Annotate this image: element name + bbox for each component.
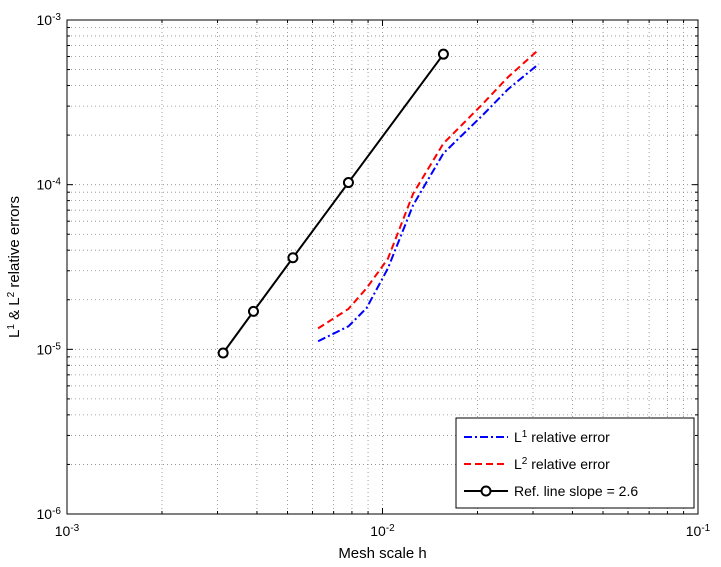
tick-base: 10 [37, 506, 53, 522]
data-point [217, 347, 229, 359]
tick-exp: -2 [386, 523, 395, 534]
tick-exp: -6 [52, 506, 61, 517]
legend-box [455, 417, 695, 509]
tick-exp: -3 [70, 523, 79, 534]
tick-base: 10 [370, 523, 386, 539]
series-line-1 [317, 48, 540, 330]
ticks: 10-3 10-2 10-110-610-510-410-3 [37, 12, 711, 540]
y-tick-label: 10-6 [37, 506, 62, 523]
tick-base: 10 [37, 12, 53, 28]
tick-base: 10 [686, 523, 702, 539]
data-point [247, 305, 259, 317]
legend-text-sup: 1 [522, 429, 528, 440]
data-point [437, 48, 449, 60]
data-point [342, 177, 354, 189]
y-tick-label: 10-5 [37, 341, 62, 358]
tick-exp: -1 [701, 523, 710, 534]
series-group [217, 48, 540, 359]
legend-marker [480, 485, 492, 497]
tick-base: 10 [37, 341, 53, 357]
legend-label-2: Ref. line slope = 2.6 [514, 483, 638, 499]
tick-base: 10 [55, 523, 71, 539]
legend-label-1: L2 relative error [514, 456, 610, 473]
x-tick-label: 10-3 [55, 523, 80, 540]
legend-text-part: L [514, 429, 522, 445]
y-label-part: relative errors [6, 196, 23, 292]
legend-text-sup: 2 [522, 456, 528, 467]
y-label-sup: 2 [6, 291, 17, 297]
y-label-part: & L [6, 297, 23, 324]
legend-text-part: relative error [527, 456, 610, 472]
tick-exp: -3 [52, 12, 61, 23]
series-line-0 [317, 63, 540, 343]
legend-text-part: L [514, 456, 522, 472]
data-point [287, 252, 299, 264]
tick-exp: -5 [52, 341, 61, 352]
tick-exp: -4 [52, 176, 61, 187]
y-axis-label: L1 & L2 relative errors [6, 196, 24, 338]
x-axis-label: Mesh scale h [338, 545, 426, 562]
legend-text-part: Ref. line slope = 2.6 [514, 483, 638, 499]
legend-label-0: L1 relative error [514, 429, 610, 446]
legend-text-part: relative error [527, 429, 610, 445]
y-tick-label: 10-4 [37, 176, 62, 193]
x-tick-label: 10-2 [370, 523, 395, 540]
x-tick-label: 10-1 [686, 523, 711, 540]
y-label-sup: 1 [6, 324, 17, 330]
y-tick-label: 10-3 [37, 12, 62, 29]
tick-base: 10 [37, 177, 53, 193]
y-label-part: L [6, 330, 23, 338]
